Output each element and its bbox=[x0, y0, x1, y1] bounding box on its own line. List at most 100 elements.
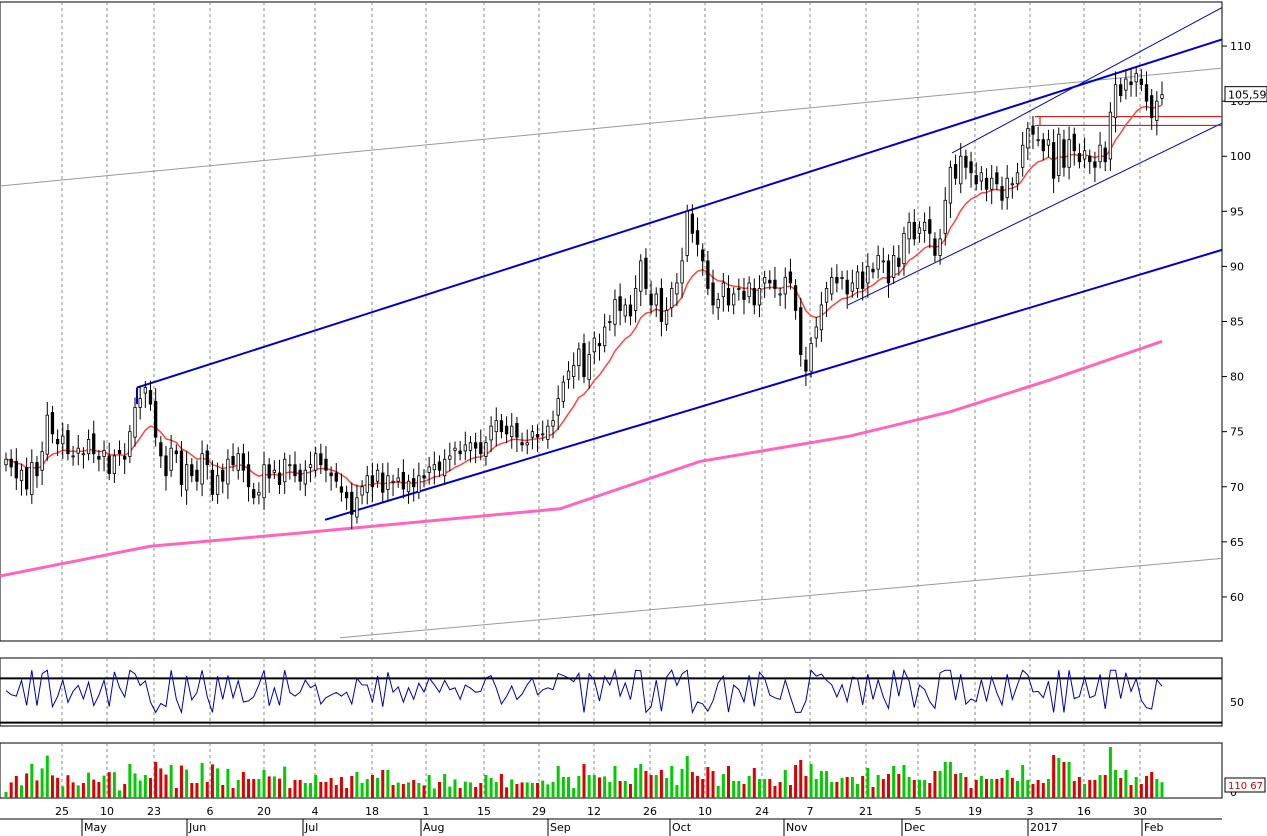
candle-body bbox=[711, 282, 715, 306]
candle-body bbox=[835, 277, 839, 284]
candle-body bbox=[535, 434, 540, 438]
volume-bar bbox=[391, 785, 395, 798]
candle-body bbox=[360, 486, 364, 496]
volume-bar bbox=[1057, 758, 1061, 798]
candle-body bbox=[742, 290, 746, 300]
candle-body bbox=[897, 257, 901, 267]
candle-body bbox=[313, 453, 318, 471]
volume-bar bbox=[453, 779, 457, 798]
volume-bar bbox=[525, 782, 529, 798]
volume-bar bbox=[659, 770, 663, 798]
volume-bar bbox=[515, 784, 519, 798]
month-tick-label: May bbox=[84, 821, 107, 834]
volume-bar bbox=[644, 771, 648, 798]
volume-bar bbox=[190, 783, 194, 798]
volume-bar bbox=[727, 766, 730, 798]
candle-body bbox=[592, 337, 596, 353]
candle-body bbox=[608, 321, 612, 323]
candle-body bbox=[479, 442, 483, 455]
candle-body bbox=[427, 466, 431, 473]
volume-bar bbox=[1041, 783, 1045, 798]
candle-body bbox=[50, 411, 55, 435]
volume-bar bbox=[1139, 784, 1143, 798]
volume-bar bbox=[92, 779, 96, 798]
volume-bar bbox=[334, 785, 338, 798]
volume-bar bbox=[216, 768, 220, 798]
candle-body bbox=[66, 430, 70, 455]
candle-body bbox=[35, 462, 39, 477]
volume-bar bbox=[814, 779, 818, 798]
candle-body bbox=[458, 450, 462, 455]
volume-bar bbox=[680, 769, 684, 798]
volume-bar bbox=[195, 783, 199, 798]
volume-bar bbox=[964, 777, 968, 798]
channel-lower-line bbox=[324, 248, 1223, 521]
volume-bar bbox=[886, 774, 890, 798]
volume-bar bbox=[56, 777, 60, 798]
candle-body bbox=[572, 365, 576, 377]
candle-body bbox=[680, 260, 684, 284]
price-tick-label: 110 bbox=[1230, 40, 1251, 53]
volume-bar bbox=[608, 782, 612, 798]
volume-bar bbox=[1031, 784, 1035, 798]
volume-bar bbox=[561, 777, 565, 798]
volume-bar bbox=[81, 783, 85, 798]
volume-bar bbox=[634, 768, 638, 798]
candle-body bbox=[453, 447, 457, 451]
volume-bar bbox=[381, 770, 385, 798]
candle-body bbox=[45, 414, 49, 455]
volume-bar bbox=[370, 775, 374, 798]
trend-channels bbox=[0, 7, 1223, 639]
day-tick-label: 24 bbox=[755, 805, 769, 818]
candle-body bbox=[845, 279, 849, 295]
volume-bar bbox=[933, 771, 937, 798]
candle-body bbox=[886, 260, 891, 284]
volume-bar bbox=[572, 788, 576, 798]
day-tick-label: 10 bbox=[698, 805, 712, 818]
volume-bar bbox=[907, 777, 911, 798]
volume-bar bbox=[35, 780, 39, 798]
candle-body bbox=[4, 458, 8, 466]
price-tick-label: 75 bbox=[1230, 426, 1244, 439]
candle-body bbox=[195, 469, 199, 482]
candle-body bbox=[602, 326, 607, 347]
candle-body bbox=[1005, 177, 1009, 198]
volume-bar bbox=[61, 786, 65, 798]
volume-bar bbox=[463, 781, 467, 798]
volume-bar bbox=[1129, 785, 1133, 798]
candle-body bbox=[205, 450, 209, 466]
day-tick-label: 12 bbox=[587, 805, 601, 818]
candle-body bbox=[92, 433, 96, 455]
price-tick-label: 100 bbox=[1230, 150, 1251, 163]
volume-bar bbox=[319, 782, 323, 798]
indicator-line bbox=[5, 668, 1163, 715]
day-tick-label: 18 bbox=[365, 805, 379, 818]
day-tick-label: 1 bbox=[423, 805, 430, 818]
candle-body bbox=[582, 343, 586, 377]
volume-bar bbox=[597, 777, 601, 798]
candle-body bbox=[489, 425, 493, 441]
volume-bar bbox=[752, 768, 756, 798]
candle-body bbox=[381, 472, 385, 493]
volume-bar bbox=[912, 780, 916, 798]
volume-bar bbox=[355, 772, 359, 798]
volume-bar bbox=[1150, 772, 1154, 798]
candle-body bbox=[788, 271, 793, 284]
candle-body bbox=[231, 456, 235, 466]
candle-body bbox=[917, 227, 922, 234]
price-tick-label: 90 bbox=[1230, 260, 1244, 273]
volume-bar bbox=[510, 779, 514, 798]
volume-bar bbox=[954, 774, 958, 798]
candle-body bbox=[840, 277, 844, 279]
volume-bar bbox=[143, 775, 147, 798]
candle-body bbox=[804, 359, 808, 372]
volume-bar bbox=[778, 782, 782, 798]
candle-body bbox=[814, 326, 818, 339]
candle-body bbox=[267, 464, 271, 479]
volume-bar bbox=[438, 782, 441, 798]
month-tick-label: Sep bbox=[550, 821, 571, 834]
grid-lines bbox=[61, 2, 1141, 798]
candle-body bbox=[520, 442, 524, 446]
month-tick-label: Nov bbox=[786, 821, 808, 834]
